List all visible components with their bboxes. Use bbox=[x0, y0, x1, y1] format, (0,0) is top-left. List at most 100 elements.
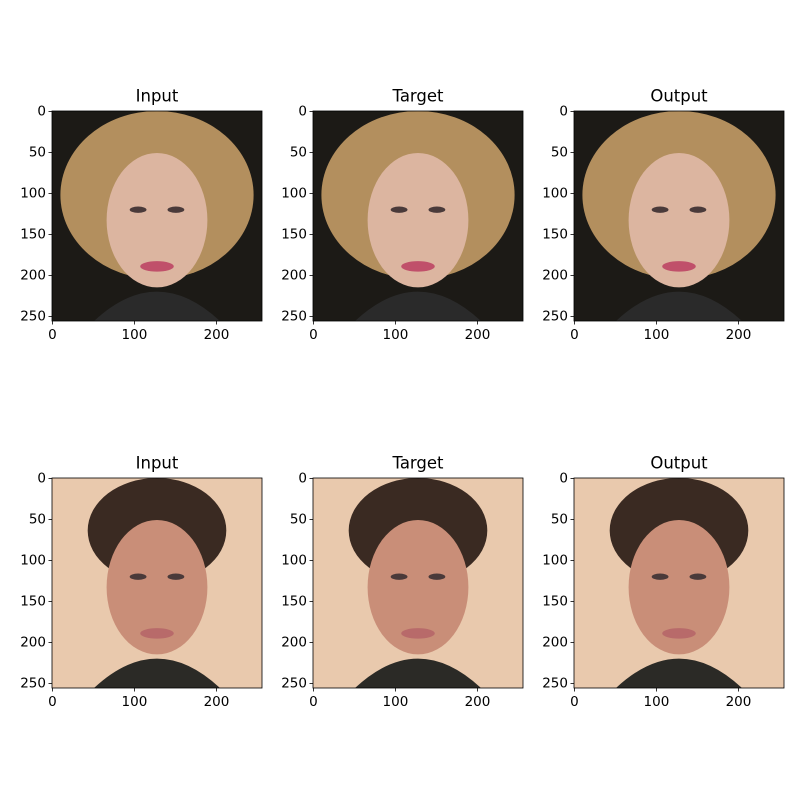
y-tick-label: 150 bbox=[281, 226, 307, 242]
y-tick-label: 150 bbox=[542, 226, 568, 242]
y-tick-label: 200 bbox=[542, 634, 568, 650]
y-tick-label: 100 bbox=[20, 552, 46, 568]
mouth bbox=[140, 261, 174, 272]
panel-title: Target bbox=[391, 454, 444, 473]
y-tick-label: 100 bbox=[542, 552, 568, 568]
y-tick-label: 200 bbox=[281, 267, 307, 283]
y-tick-label: 150 bbox=[20, 226, 46, 242]
face bbox=[628, 153, 730, 288]
y-tick-label: 250 bbox=[20, 308, 46, 324]
eye bbox=[428, 573, 446, 580]
eye bbox=[129, 573, 147, 580]
eye bbox=[390, 206, 408, 213]
eye bbox=[129, 206, 147, 213]
eye bbox=[651, 573, 669, 580]
eye bbox=[689, 573, 707, 580]
y-tick-label: 50 bbox=[29, 144, 46, 160]
y-tick-label: 0 bbox=[298, 103, 307, 119]
y-tick-label: 250 bbox=[281, 308, 307, 324]
y-tick-label: 50 bbox=[551, 144, 568, 160]
x-tick-label: 200 bbox=[204, 327, 230, 343]
x-tick-label: 100 bbox=[122, 694, 148, 710]
image bbox=[52, 478, 262, 688]
x-tick-label: 200 bbox=[465, 694, 491, 710]
panel-title: Target bbox=[391, 87, 444, 106]
eye bbox=[689, 206, 707, 213]
y-tick-label: 0 bbox=[559, 103, 568, 119]
axes-frame bbox=[51, 110, 263, 322]
y-tick-label: 250 bbox=[281, 675, 307, 691]
y-tick-label: 250 bbox=[20, 675, 46, 691]
mouth bbox=[662, 628, 696, 639]
eye bbox=[167, 573, 185, 580]
y-tick-label: 250 bbox=[542, 308, 568, 324]
x-tick-label: 100 bbox=[383, 694, 409, 710]
axes-frame bbox=[573, 110, 785, 322]
x-tick-label: 100 bbox=[122, 327, 148, 343]
face bbox=[367, 520, 469, 655]
y-tick-label: 50 bbox=[29, 511, 46, 527]
mouth bbox=[662, 261, 696, 272]
image bbox=[574, 111, 784, 321]
face bbox=[367, 153, 469, 288]
y-tick-label: 150 bbox=[20, 593, 46, 609]
shoulders bbox=[94, 291, 220, 321]
shoulders bbox=[616, 291, 742, 321]
y-tick-label: 200 bbox=[20, 634, 46, 650]
x-tick-label: 0 bbox=[570, 327, 579, 343]
x-tick-label: 200 bbox=[726, 327, 752, 343]
y-tick-label: 100 bbox=[281, 552, 307, 568]
shoulders bbox=[355, 291, 481, 321]
x-tick-label: 200 bbox=[204, 694, 230, 710]
shoulders bbox=[616, 658, 742, 688]
face bbox=[106, 153, 208, 288]
x-tick-label: 0 bbox=[48, 327, 57, 343]
y-tick-label: 250 bbox=[542, 675, 568, 691]
y-tick-label: 200 bbox=[20, 267, 46, 283]
axes-frame bbox=[573, 477, 785, 689]
x-tick-label: 200 bbox=[726, 694, 752, 710]
x-tick-label: 100 bbox=[644, 694, 670, 710]
panel-title: Output bbox=[650, 87, 708, 106]
y-tick-label: 0 bbox=[298, 470, 307, 486]
eye bbox=[390, 573, 408, 580]
face bbox=[628, 520, 730, 655]
axes-frame bbox=[312, 110, 524, 322]
y-tick-label: 50 bbox=[290, 511, 307, 527]
y-tick-label: 100 bbox=[542, 185, 568, 201]
y-tick-label: 150 bbox=[542, 593, 568, 609]
panel-title: Output bbox=[650, 454, 708, 473]
image bbox=[313, 478, 523, 688]
face bbox=[106, 520, 208, 655]
shoulders bbox=[355, 658, 481, 688]
x-tick-label: 100 bbox=[383, 327, 409, 343]
x-tick-label: 0 bbox=[309, 694, 318, 710]
y-tick-label: 100 bbox=[281, 185, 307, 201]
x-tick-label: 100 bbox=[644, 327, 670, 343]
mouth bbox=[401, 628, 435, 639]
y-tick-label: 50 bbox=[551, 511, 568, 527]
x-tick-label: 0 bbox=[48, 694, 57, 710]
x-tick-label: 0 bbox=[570, 694, 579, 710]
axes-frame bbox=[312, 477, 524, 689]
image bbox=[313, 111, 523, 321]
x-tick-label: 200 bbox=[465, 327, 491, 343]
eye bbox=[428, 206, 446, 213]
shoulders bbox=[94, 658, 220, 688]
y-tick-label: 0 bbox=[559, 470, 568, 486]
axes-frame bbox=[51, 477, 263, 689]
y-tick-label: 200 bbox=[281, 634, 307, 650]
y-tick-label: 100 bbox=[20, 185, 46, 201]
panel-title: Input bbox=[136, 87, 179, 106]
y-tick-label: 0 bbox=[37, 470, 46, 486]
y-tick-label: 0 bbox=[37, 103, 46, 119]
y-tick-label: 200 bbox=[542, 267, 568, 283]
panel-title: Input bbox=[136, 454, 179, 473]
image bbox=[52, 111, 262, 321]
mouth bbox=[401, 261, 435, 272]
x-tick-label: 0 bbox=[309, 327, 318, 343]
eye bbox=[651, 206, 669, 213]
eye bbox=[167, 206, 185, 213]
mouth bbox=[140, 628, 174, 639]
